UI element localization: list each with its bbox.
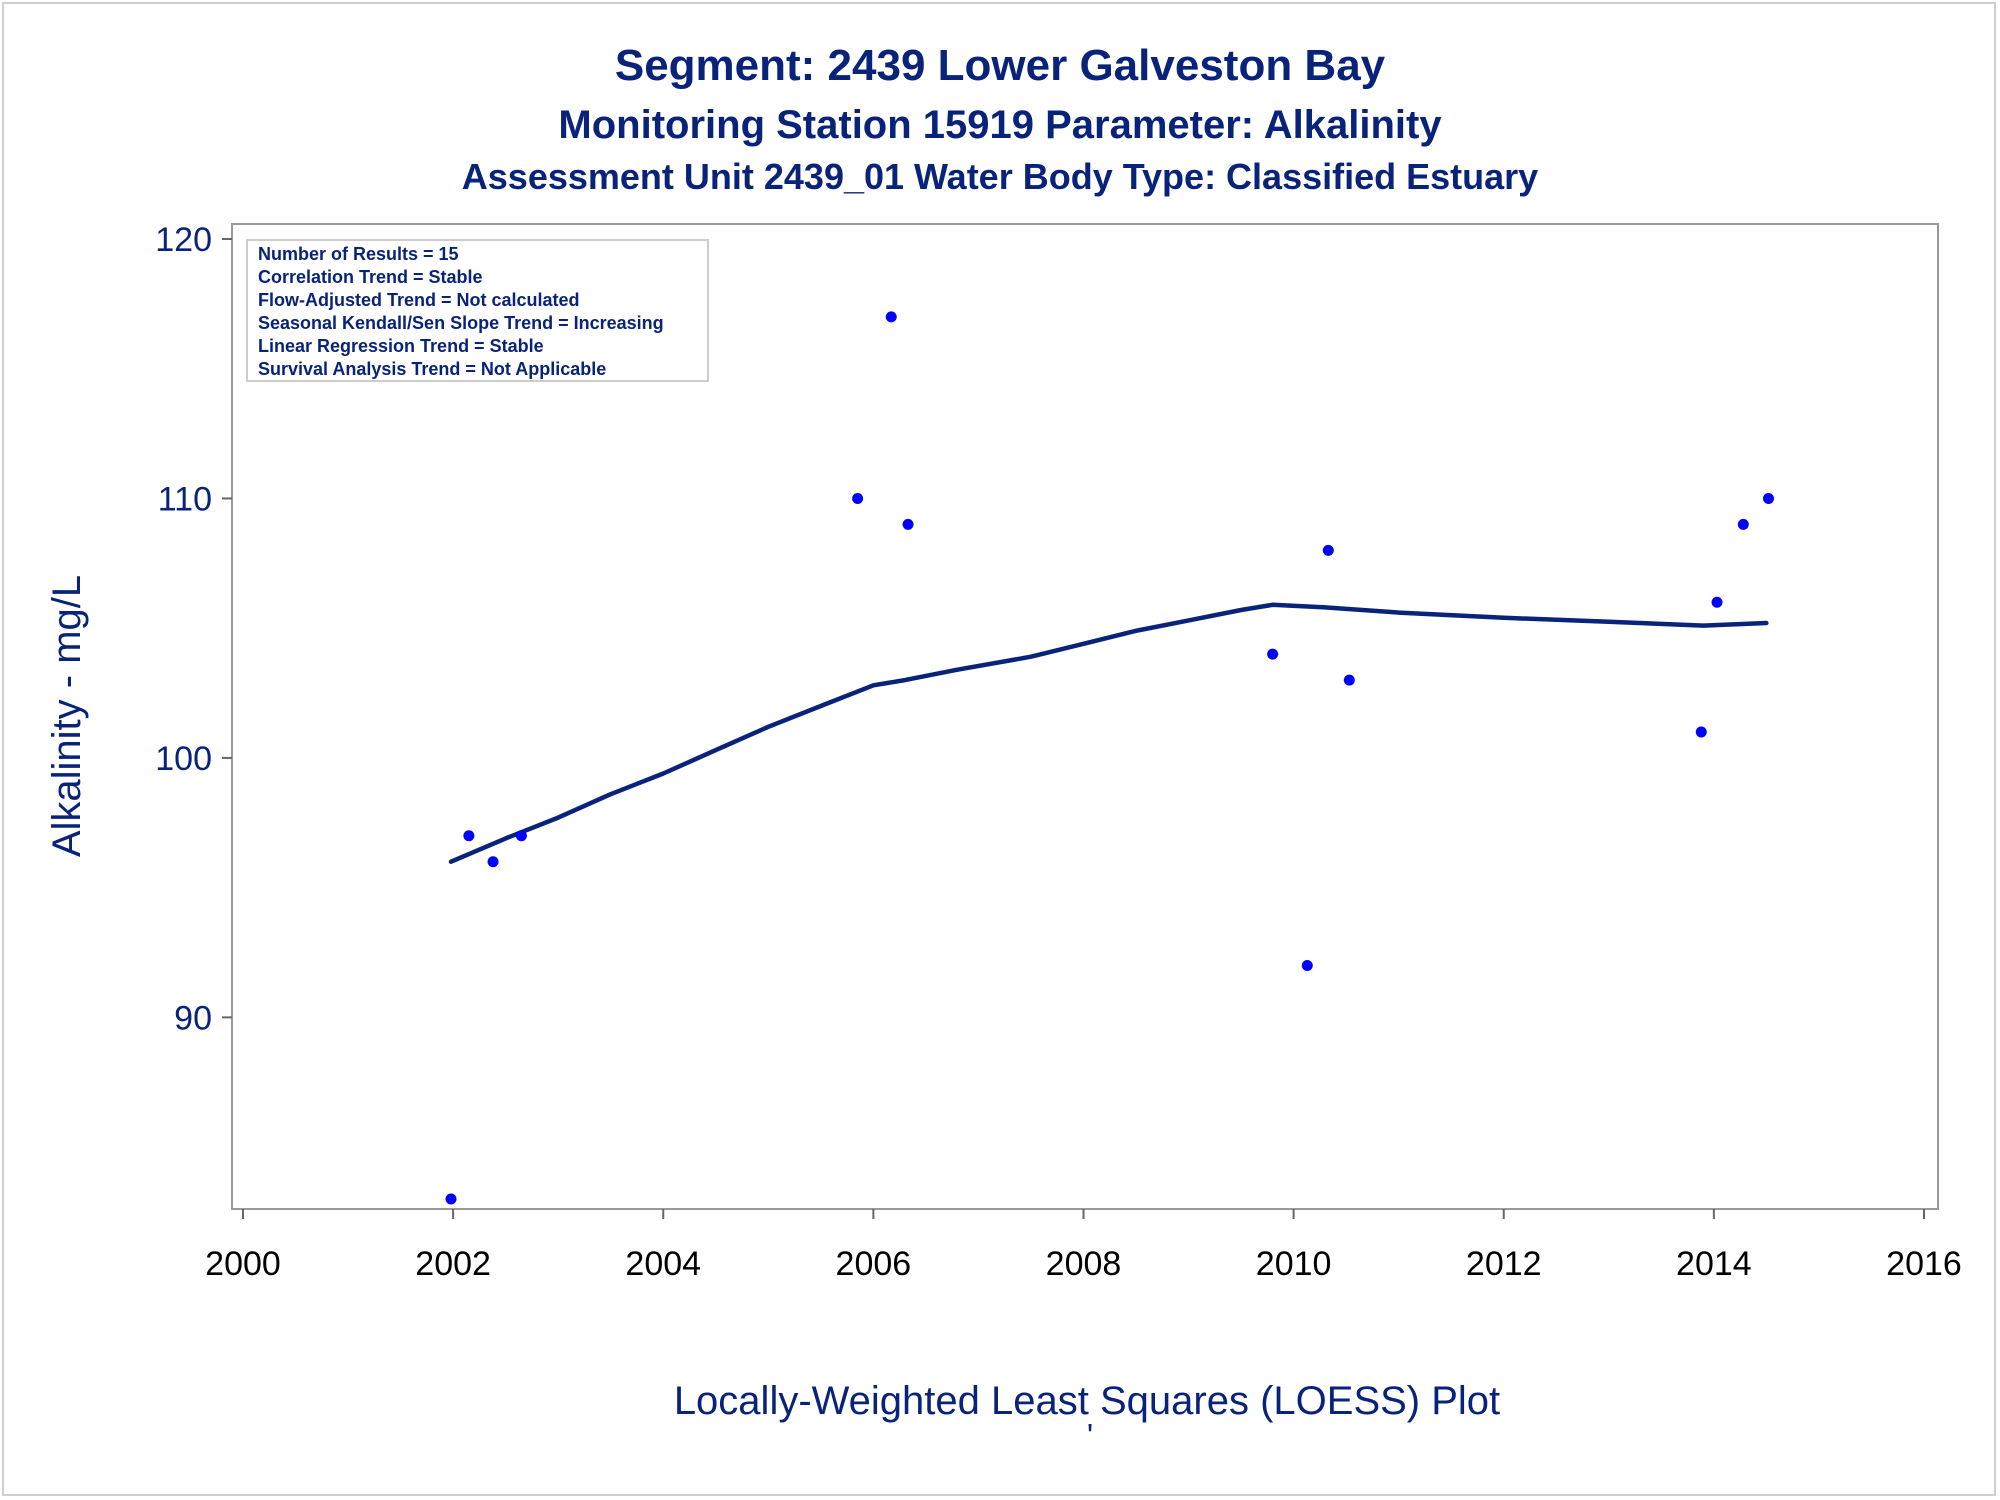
x-tick-label: 2010 <box>1256 1245 1332 1283</box>
series-layer <box>445 311 1775 1205</box>
stats-box-frame <box>246 239 709 382</box>
stats-line-linear-regression: Linear Regression Trend = Stable <box>258 336 544 356</box>
data-point <box>445 1193 457 1205</box>
data-point <box>885 311 897 323</box>
y-tick-label: 90 <box>174 999 212 1037</box>
stats-line-seasonal-kendall: Seasonal Kendall/Sen Slope Trend = Incre… <box>258 313 664 333</box>
footnote-mark: ' <box>1087 1417 1093 1454</box>
plot-area-border <box>231 223 1939 1210</box>
y-tick-label: 120 <box>155 221 212 259</box>
stats-line-flow-adjusted: Flow-Adjusted Trend = Not calculated <box>258 290 580 310</box>
y-tick-label: 110 <box>158 480 212 518</box>
data-point <box>1267 648 1279 660</box>
x-tick-label: 2002 <box>415 1245 491 1283</box>
x-axis-label: Locally-Weighted Least Squares (LOESS) P… <box>674 1379 1500 1423</box>
loess-line <box>448 602 1769 864</box>
data-point <box>1322 544 1334 556</box>
stats-line-survival: Survival Analysis Trend = Not Applicable <box>258 359 606 379</box>
data-point <box>1763 492 1775 504</box>
data-point <box>1301 959 1313 971</box>
x-axis: 2000 2002 2004 2006 2008 2010 2012 2014 2016 <box>205 1209 1962 1283</box>
x-tick-label: 2008 <box>1046 1245 1122 1283</box>
data-point <box>1695 726 1707 738</box>
data-point <box>463 830 475 842</box>
data-point <box>1711 596 1723 608</box>
stats-box: Number of Results = 15 Correlation Trend… <box>246 239 709 382</box>
y-axis-label: Alkalinity - mg/L <box>45 575 89 857</box>
y-tick-label: 100 <box>155 740 212 778</box>
y-axis: 90 100 110 120 <box>155 221 232 1037</box>
x-tick-label: 2016 <box>1886 1245 1962 1283</box>
x-tick-label: 2006 <box>836 1245 912 1283</box>
stats-line-correlation: Correlation Trend = Stable <box>258 267 483 287</box>
stats-line-results: Number of Results = 15 <box>258 244 459 264</box>
x-tick-label: 2012 <box>1466 1245 1542 1283</box>
x-tick-label: 2000 <box>205 1245 281 1283</box>
data-point <box>487 856 499 868</box>
data-point <box>902 518 914 530</box>
x-tick-label: 2004 <box>625 1245 701 1283</box>
chart-subtitle-2: Assessment Unit 2439_01 Water Body Type:… <box>462 156 1538 197</box>
data-point <box>1737 518 1749 530</box>
data-point <box>515 830 527 842</box>
x-tick-label: 2014 <box>1676 1245 1752 1283</box>
chart-subtitle: Monitoring Station 15919 Parameter: Alka… <box>558 103 1442 147</box>
data-point <box>1343 674 1355 686</box>
data-point <box>852 492 864 504</box>
chart-title: Segment: 2439 Lower Galveston Bay <box>615 41 1386 90</box>
